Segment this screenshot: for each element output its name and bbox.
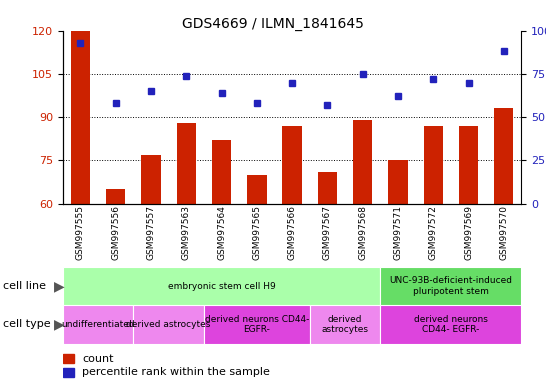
Text: derived neurons CD44-
EGFR-: derived neurons CD44- EGFR- [205,315,309,334]
Bar [424,126,443,204]
Text: derived
astrocytes: derived astrocytes [322,315,369,334]
Bar [176,123,196,204]
Bar [310,305,381,344]
Bar [247,175,266,204]
Text: ▶: ▶ [54,318,64,331]
Bar [63,267,381,305]
Bar [388,161,408,204]
Text: count: count [82,354,114,364]
Text: percentile rank within the sample: percentile rank within the sample [82,367,270,377]
Bar [381,267,521,305]
Bar [212,140,232,204]
Text: cell line: cell line [3,281,46,291]
Bar [459,126,478,204]
Bar [282,126,302,204]
Text: embryonic stem cell H9: embryonic stem cell H9 [168,281,275,291]
Text: GDS4669 / ILMN_1841645: GDS4669 / ILMN_1841645 [182,17,364,31]
Bar [63,305,133,344]
Bar [141,155,161,204]
Bar [133,305,204,344]
Bar [63,354,74,363]
Bar [381,305,521,344]
Bar [106,189,126,204]
Bar [353,120,372,204]
Text: derived astrocytes: derived astrocytes [127,320,211,329]
Text: undifferentiated: undifferentiated [61,320,135,329]
Bar [71,31,90,204]
Bar [204,305,310,344]
Text: ▶: ▶ [54,279,64,293]
Bar [318,172,337,204]
Text: cell type: cell type [3,319,50,329]
Text: derived neurons
CD44- EGFR-: derived neurons CD44- EGFR- [414,315,488,334]
Bar [63,368,74,377]
Text: UNC-93B-deficient-induced
pluripotent stem: UNC-93B-deficient-induced pluripotent st… [389,276,512,296]
Bar [494,109,513,204]
